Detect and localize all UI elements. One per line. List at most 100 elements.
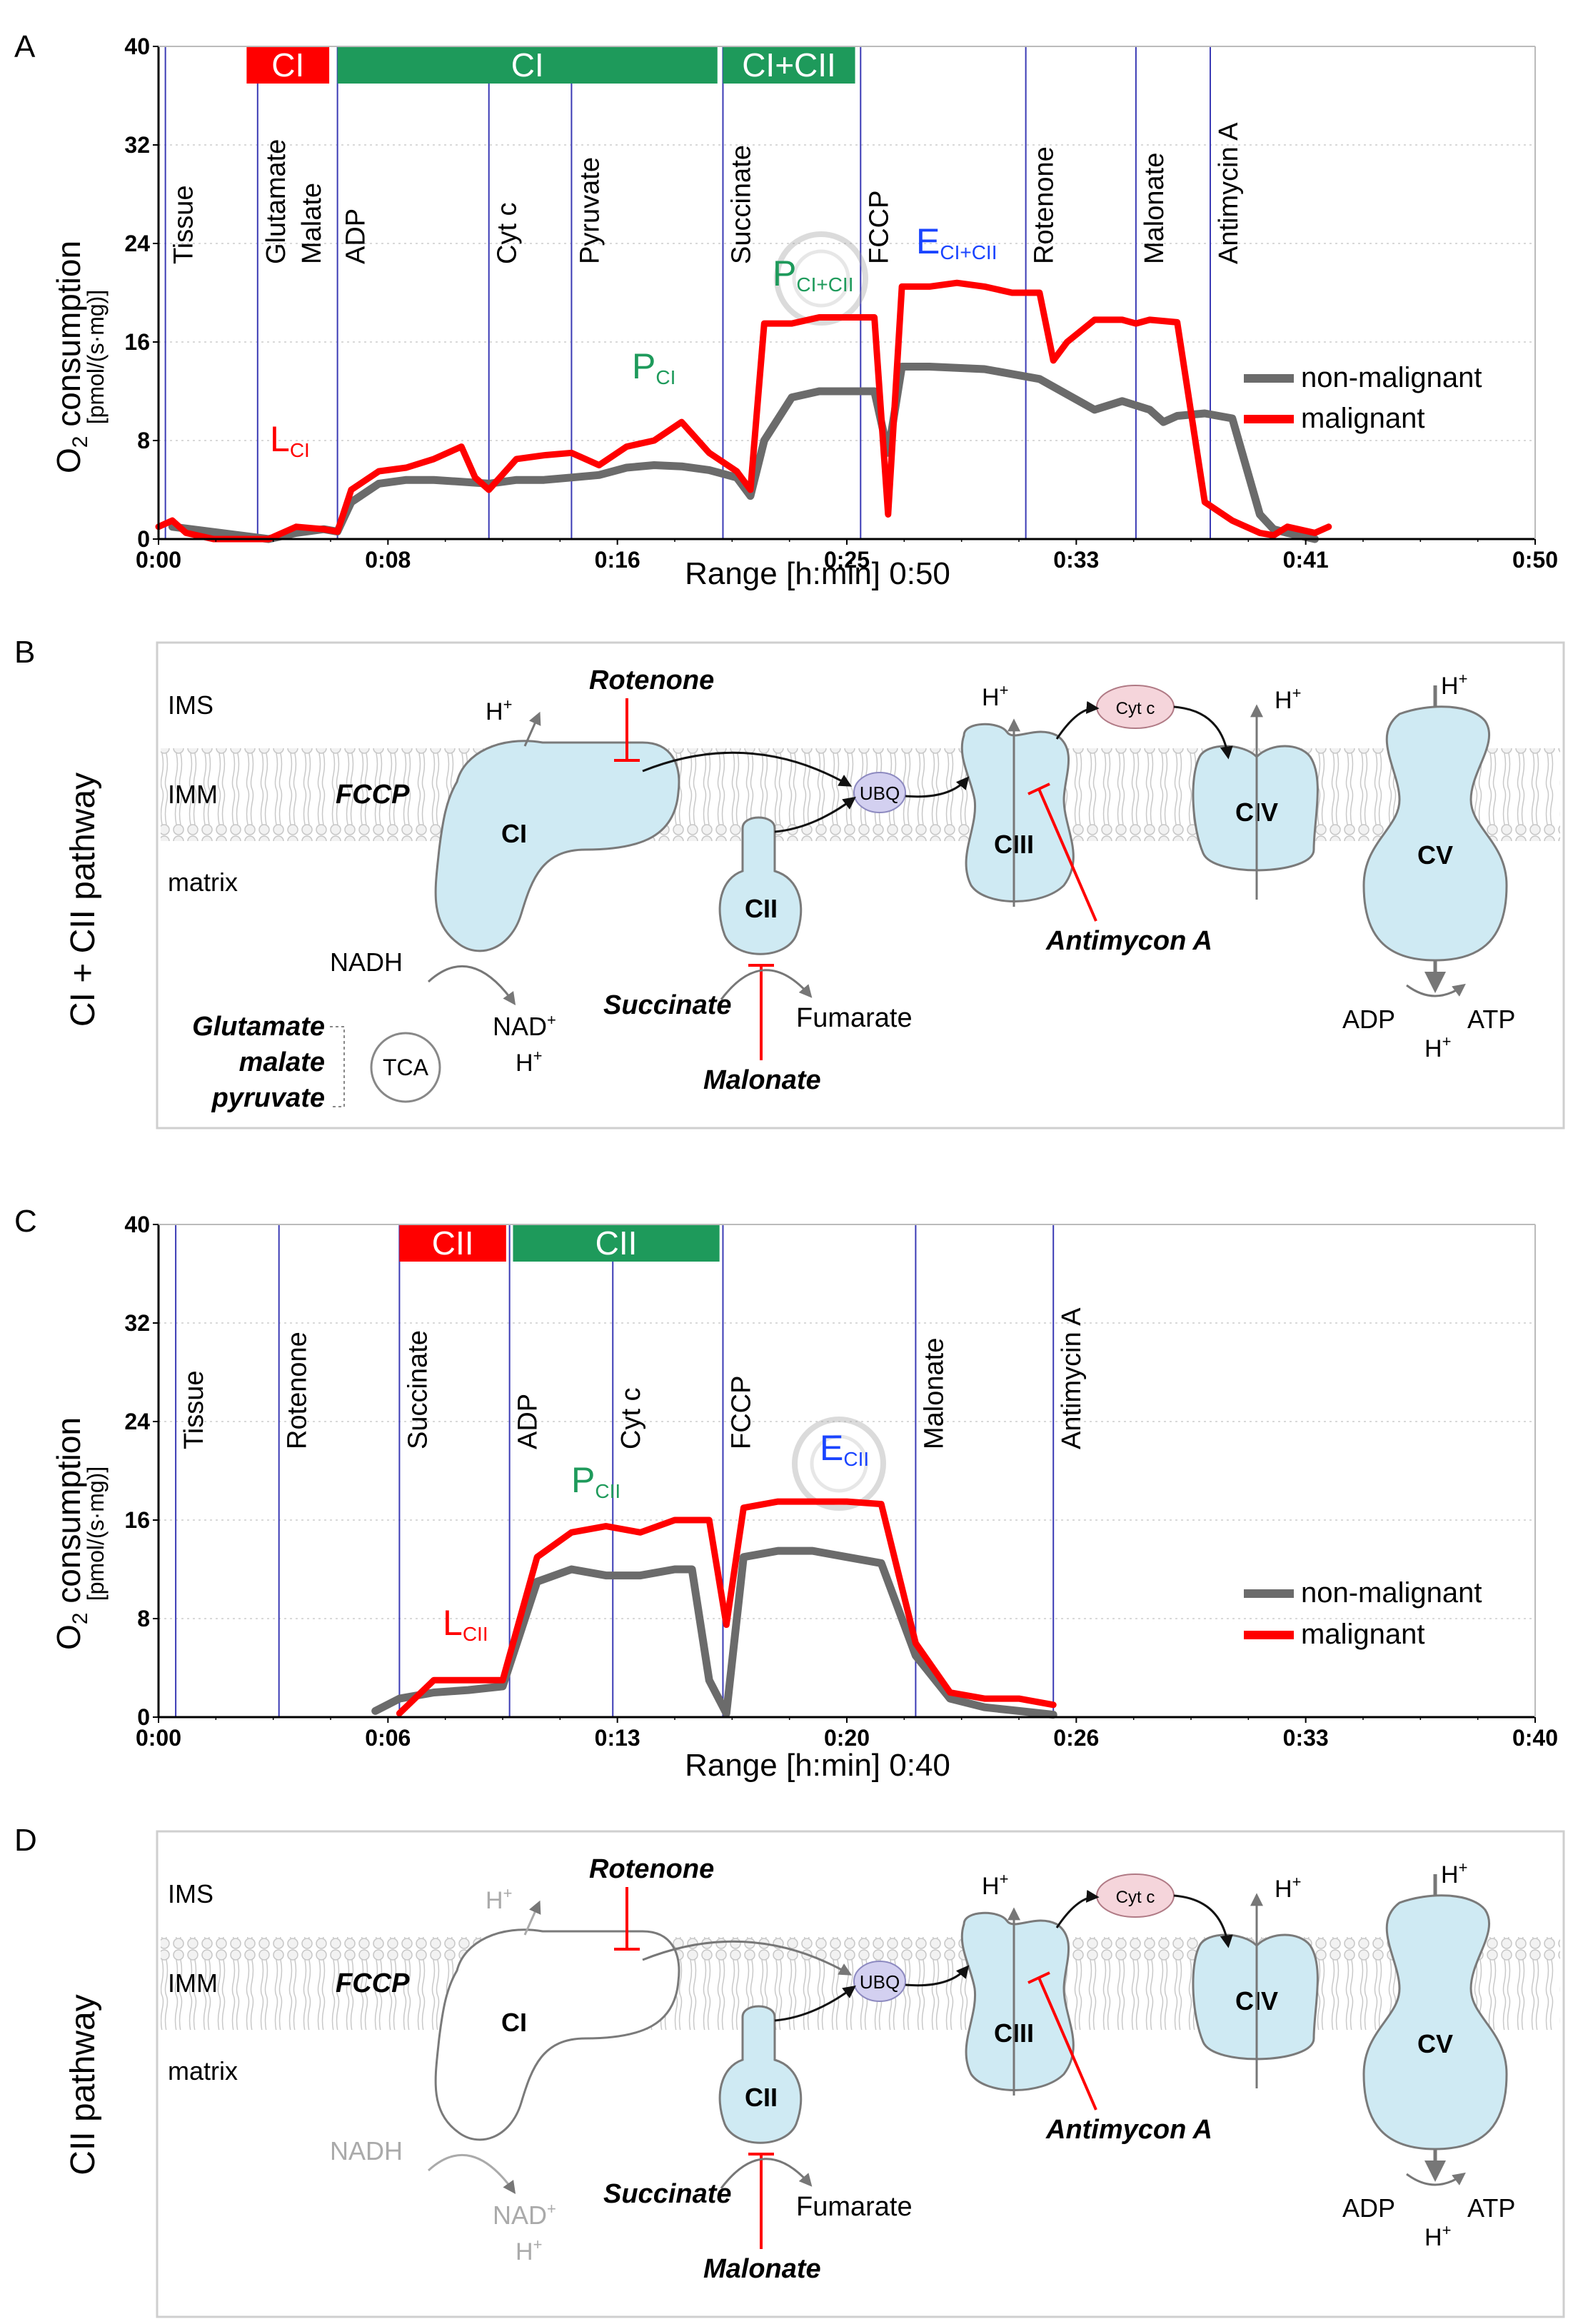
layer-label-matrix: matrix — [168, 2056, 238, 2086]
legend: non-malignant malignant — [1244, 1577, 1482, 1650]
electron-arrow-ubq-ciii — [905, 776, 970, 798]
panel-a: A O2 consumption [pmol/(s·mg)] Tissue Glu… — [14, 29, 1558, 591]
electron-arrow-cytc-civ — [1173, 1894, 1233, 1948]
panel-letter: D — [14, 1823, 37, 1858]
complex-ii-label: CII — [745, 2083, 778, 2112]
watermark-logo — [774, 231, 868, 326]
ubq-label: UBQ — [860, 783, 900, 804]
series-line-malignant — [155, 279, 1332, 543]
adp-label: ADP — [1342, 1005, 1395, 1034]
complex-iv-shape — [1192, 745, 1319, 872]
fumarate-label: Fumarate — [796, 2192, 913, 2222]
complex-iii-shape — [960, 723, 1075, 902]
annotation-e-ci-cii: ECI+CII — [916, 221, 997, 263]
y-tick-label: 32 — [124, 1310, 150, 1336]
phase-bar-label: CII — [432, 1224, 474, 1262]
event-lines: Tissue Glutamate Malate ADP Cyt c Pyruvate Suc… — [164, 46, 1244, 539]
event-label: Tissue — [169, 185, 199, 264]
x-axis-label: Range [h:min] 0:40 — [685, 1748, 950, 1783]
rotenone-block — [614, 1887, 640, 1951]
panel-letter: C — [14, 1204, 37, 1239]
event-label: Cyt c — [616, 1387, 646, 1449]
electron-arrow-ciii-cytc — [1055, 1889, 1100, 1928]
event-label: FCCP — [864, 191, 894, 264]
atp-label: ATP — [1467, 2193, 1515, 2223]
event-label: Malate — [297, 183, 327, 264]
panel-c: C O2 consumption [pmol/(s·mg)] Tissue Rot… — [14, 1204, 1558, 1783]
legend-label-non-malignant: non-malignant — [1301, 362, 1482, 393]
complex-i-shape-inactive — [434, 1928, 680, 2141]
y-tick-label: 16 — [124, 1507, 150, 1533]
legend-label-non-malignant: non-malignant — [1301, 1577, 1482, 1609]
x-tick-label: 0:33 — [1053, 547, 1099, 573]
complex-ii-shape — [718, 816, 803, 955]
cyt-c-label: Cyt c — [1116, 699, 1155, 718]
complex-v-label: CV — [1417, 2029, 1453, 2058]
proton-arrow-ci-inactive — [523, 1900, 541, 1936]
x-tick-label: 0:50 — [1512, 547, 1558, 573]
tick-labels: 40 32 24 16 8 00:00 0:06 0:13 0:20 0:26 0:33 0:40 — [124, 1212, 1558, 1751]
event-label: Antimycin A — [1057, 1307, 1087, 1449]
y-tick-label: 8 — [137, 428, 150, 453]
rotenone-block — [614, 698, 640, 762]
event-label: Succinate — [403, 1330, 433, 1449]
event-label: FCCP — [726, 1376, 756, 1449]
x-tick-label: 0:06 — [365, 1725, 411, 1751]
antimycin-block — [1027, 1971, 1097, 2111]
electron-arrow-cytc-civ — [1173, 705, 1233, 760]
layer-label-matrix: matrix — [168, 867, 238, 897]
series-line-non-malignant — [168, 363, 1319, 543]
complex-ii-shape — [718, 2005, 803, 2144]
event-label: Rotenone — [283, 1332, 313, 1449]
succinate-label: Succinate — [603, 990, 732, 1020]
y-tick-label: 24 — [124, 1409, 150, 1434]
electron-arrow-ci-ubq-inactive — [642, 1940, 853, 1976]
inhibitor-malonate: Malonate — [703, 1065, 821, 1095]
event-label: Malonate — [919, 1338, 949, 1449]
x-tick-label: 0:08 — [365, 547, 411, 573]
complex-ii-label: CII — [745, 894, 778, 923]
series-line-non-malignant — [371, 1546, 1057, 1719]
series-line-malignant — [396, 1498, 1057, 1717]
y-tick-label: 40 — [124, 1212, 150, 1237]
ubq-label: UBQ — [860, 1971, 900, 1993]
substrate-bracket — [330, 1026, 345, 1107]
succinate-fumarate-arrow — [720, 2158, 813, 2189]
h-plus-ci: H+ — [486, 695, 512, 725]
phase-bar — [513, 1224, 720, 1262]
phase-bars: CI CI CI+CII — [246, 46, 855, 84]
panel-letter: A — [14, 29, 36, 64]
ubq-carrier — [853, 1961, 906, 2002]
complex-i-label: CI — [501, 819, 527, 848]
event-label: Succinate — [726, 145, 756, 264]
diagram-frame — [156, 1830, 1565, 2318]
fumarate-label: Fumarate — [796, 1003, 913, 1033]
phase-bar — [337, 46, 718, 84]
event-label: Malonate — [1140, 153, 1170, 264]
h-plus-ciii: H+ — [982, 1870, 1008, 1900]
nad-label: NAD+ — [493, 1011, 556, 1041]
electron-arrow-ciii-cytc — [1055, 700, 1100, 740]
electron-arrow-ubq-ciii — [905, 1965, 970, 1987]
y-axis-units: [pmol/(s·mg)] — [83, 1467, 109, 1601]
electron-arrow-cii-ubq — [774, 1985, 856, 2022]
phase-bars: CII CII — [399, 1224, 720, 1262]
layer-label-ims: IMS — [168, 1879, 213, 1908]
nadh-oxidation-arrow-inactive — [427, 2153, 516, 2194]
atp-synthesis-arrow — [1406, 983, 1466, 997]
x-tick-label: 0:41 — [1283, 547, 1329, 573]
proton-arrow-ci — [523, 711, 541, 747]
series-lines — [155, 279, 1332, 543]
h-plus-cv: H+ — [1441, 670, 1467, 700]
event-label: Rotenone — [1030, 146, 1060, 264]
axes — [153, 46, 1536, 545]
y-tick-label: 32 — [124, 132, 150, 158]
x-tick-label: 0:00 — [136, 1725, 181, 1751]
event-label: Glutamate — [261, 139, 291, 264]
phase-bar-label: CI — [511, 46, 544, 84]
legend-label-malignant: malignant — [1301, 403, 1424, 434]
inhibitor-rotenone: Rotenone — [589, 1854, 714, 1884]
y-tick-label: 40 — [124, 34, 150, 59]
svg-text:[pmol/(s·mg)]: [pmol/(s·mg)] — [83, 1467, 109, 1601]
electron-arrow-ci-ubq — [642, 751, 853, 787]
